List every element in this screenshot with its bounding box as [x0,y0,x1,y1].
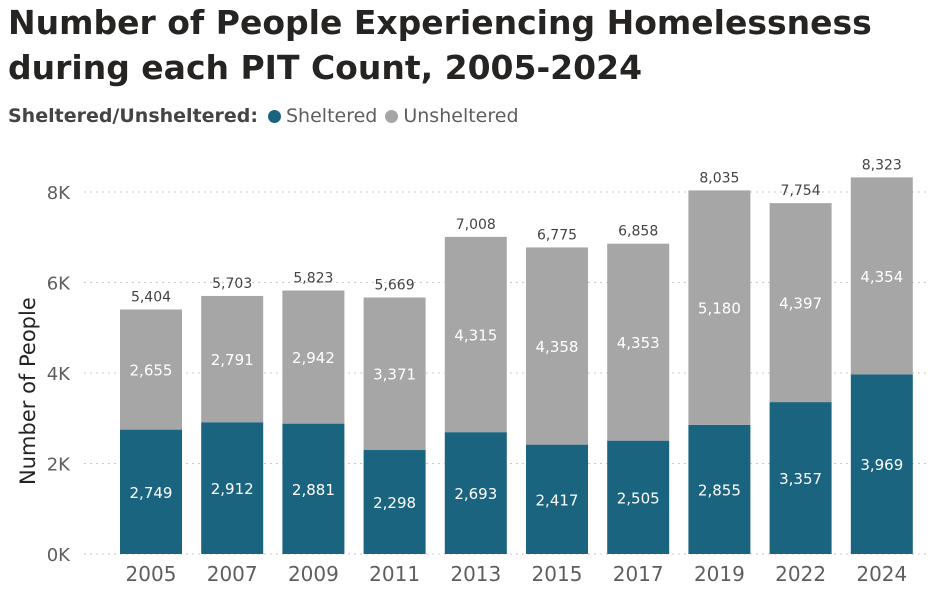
data-label-total: 8,035 [699,170,739,186]
data-label-sheltered: 2,505 [617,489,660,507]
data-label-total: 7,754 [781,183,821,199]
y-tick-label: 8K [47,183,71,204]
legend-swatch-sheltered [268,109,281,123]
x-tick-label: 2005 [126,562,177,586]
data-label-sheltered: 2,912 [211,480,254,498]
data-label-sheltered: 2,417 [536,491,579,509]
x-tick-label: 2011 [369,562,420,586]
legend-item-sheltered[interactable]: Sheltered [268,105,377,127]
data-label-total: 6,858 [618,224,658,240]
x-tick-label: 2024 [856,562,907,586]
data-label-total: 6,775 [537,227,577,243]
data-label-total: 5,669 [375,277,415,293]
data-label-total: 5,823 [293,271,333,287]
legend-item-unsheltered[interactable]: Unsheltered [385,105,519,127]
bar-sheltered-2009 [282,423,345,554]
data-label-unsheltered: 2,791 [211,351,254,369]
bar-unsheltered-2015 [526,247,588,445]
data-label-sheltered: 3,357 [779,470,822,488]
bar-sheltered-2022 [769,402,832,554]
x-tick-label: 2017 [613,562,664,586]
legend-label-unsheltered: Unsheltered [403,105,519,127]
y-tick-label: 2K [47,455,71,476]
legend-label-sheltered: Sheltered [286,105,378,127]
legend: Sheltered/Unsheltered: Sheltered Unshelt… [8,104,527,128]
x-tick-label: 2019 [694,562,745,586]
bar-sheltered-2005 [120,429,182,554]
data-label-total: 8,323 [862,157,902,173]
legend-swatch-unsheltered [385,109,399,123]
data-label-unsheltered: 4,358 [536,338,579,356]
y-axis-title: Number of People [16,297,40,485]
data-label-unsheltered: 2,655 [130,362,173,380]
data-label-unsheltered: 4,397 [779,295,822,313]
data-label-sheltered: 2,855 [698,481,741,499]
bar-sheltered-2007 [201,422,264,554]
chart-title: Number of People Experiencing Homelessne… [8,0,928,90]
data-label-total: 5,404 [131,289,171,305]
x-tick-label: 2013 [450,562,501,586]
bar-sheltered-2024 [850,374,913,554]
data-label-unsheltered: 5,180 [698,300,741,318]
x-tick-label: 2009 [288,562,339,586]
data-label-unsheltered: 4,354 [860,268,903,286]
bar-unsheltered-2024 [850,177,913,375]
data-label-total: 5,703 [212,276,252,292]
y-tick-label: 4K [47,364,71,385]
data-label-unsheltered: 4,315 [454,327,497,345]
data-label-unsheltered: 2,942 [292,349,335,367]
bar-sheltered-2017 [607,440,670,554]
legend-title: Sheltered/Unsheltered: [8,105,258,127]
bar-unsheltered-2013 [444,236,507,433]
bar-sheltered-2019 [688,424,751,554]
y-tick-label: 0K [47,545,71,566]
data-label-sheltered: 3,969 [860,456,903,474]
bar-unsheltered-2007 [201,295,264,423]
chart-title-line-1: Number of People Experiencing Homelessne… [8,3,872,42]
chart-title-line-2: during each PIT Count, 2005-2024 [8,48,643,87]
bar-unsheltered-2017 [607,243,670,441]
bar-sheltered-2015 [526,444,588,554]
bar-unsheltered-2009 [282,290,345,424]
bar-unsheltered-2022 [769,203,832,403]
bar-sheltered-2011 [363,450,426,554]
data-label-sheltered: 2,881 [292,481,335,499]
data-label-total: 7,008 [456,217,496,233]
bar-unsheltered-2019 [688,190,751,425]
x-tick-label: 2015 [532,562,583,586]
data-label-sheltered: 2,749 [130,484,173,502]
data-label-sheltered: 2,298 [373,494,416,512]
bar-sheltered-2013 [444,432,507,554]
data-label-sheltered: 2,693 [454,485,497,503]
x-tick-label: 2007 [207,562,258,586]
y-tick-label: 6K [47,274,71,295]
data-label-unsheltered: 4,353 [617,334,660,352]
x-tick-label: 2022 [775,562,826,586]
data-label-unsheltered: 3,371 [373,366,416,384]
bar-unsheltered-2011 [363,297,426,451]
bar-unsheltered-2005 [120,309,182,430]
